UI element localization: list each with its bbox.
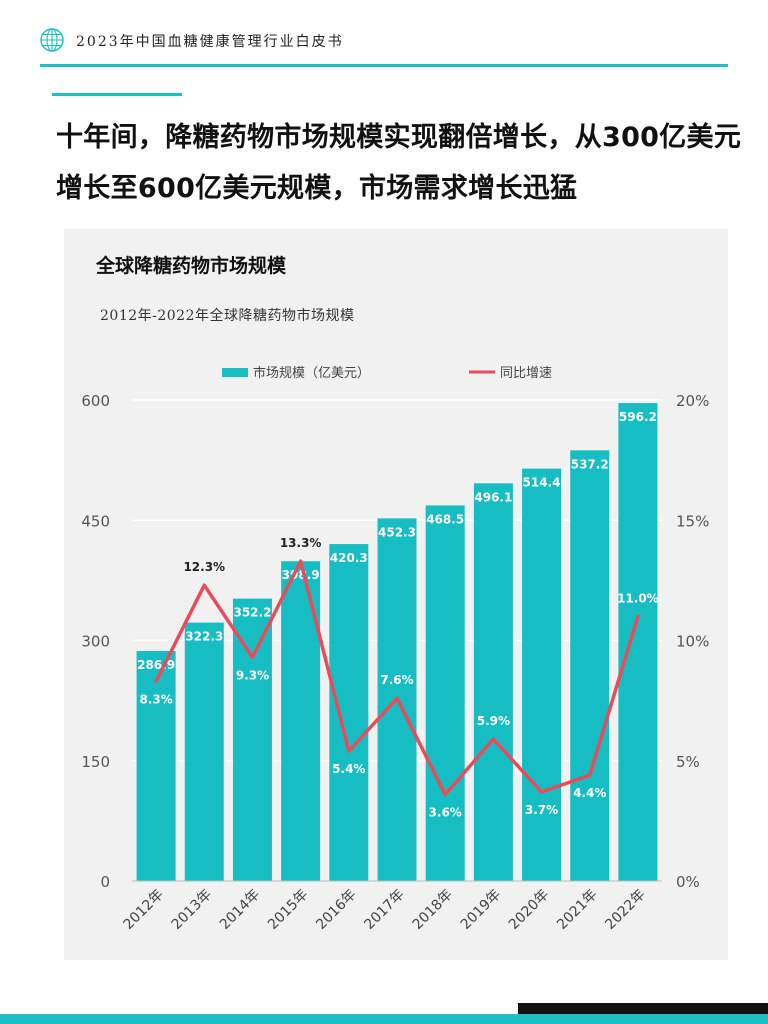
growth-rate-label: 8.3% (139, 692, 172, 706)
chart-title: 全球降糖药物市场规模 (96, 255, 287, 277)
bar-value-label: 514.4 (523, 476, 561, 490)
bar-value-label: 452.3 (378, 525, 416, 539)
y-left-tick-label: 450 (81, 512, 110, 530)
growth-rate-label: 13.3% (280, 536, 322, 550)
bar-value-label: 537.2 (571, 457, 609, 471)
growth-rate-label: 3.6% (429, 805, 462, 819)
bar (232, 598, 272, 881)
bar-value-label: 352.2 (233, 606, 271, 620)
legend-bar-label: 市场规模（亿美元） (253, 365, 370, 381)
growth-rate-line (154, 559, 640, 797)
y-right-tick-label: 10% (676, 633, 709, 651)
x-tick-label: 2020年 (506, 887, 552, 933)
bar-value-label: 420.3 (330, 551, 368, 565)
x-tick-label: 2016年 (313, 887, 359, 933)
x-tick-label: 2022年 (602, 887, 648, 933)
report-title: 2023年中国血糖健康管理行业白皮书 (76, 34, 344, 50)
growth-rate-label: 5.4% (332, 762, 365, 776)
growth-rate-label: 4.4% (573, 786, 606, 800)
growth-rate-label: 7.6% (380, 673, 413, 687)
growth-rate-label: 9.3% (236, 668, 269, 682)
bar (618, 403, 658, 881)
footer-bar-dark (518, 1003, 768, 1014)
bar (425, 505, 465, 881)
accent-line (52, 93, 182, 96)
bar-value-label: 468.5 (426, 512, 464, 526)
y-right-tick-label: 0% (676, 873, 700, 891)
x-tick-label: 2019年 (458, 887, 504, 933)
bar-value-label: 596.2 (619, 410, 657, 424)
chart-subtitle: 2012年-2022年全球降糖药物市场规模 (100, 308, 355, 324)
bar (570, 450, 610, 881)
bar (329, 544, 369, 881)
y-left-tick-label: 300 (81, 633, 110, 651)
y-right-tick-label: 15% (676, 512, 709, 530)
x-tick-label: 2018年 (410, 887, 456, 933)
bar-value-label: 496.1 (474, 490, 512, 504)
y-right-tick-label: 20% (676, 392, 709, 410)
legend-bar-swatch (222, 368, 248, 377)
page-headline: 十年间，降糖药物市场规模实现翻倍增长，从300亿美元增长至600亿美元规模，市场… (56, 122, 742, 204)
page-header: 2023年中国血糖健康管理行业白皮书 (40, 26, 728, 67)
bar (473, 483, 513, 881)
footer-bar-accent (0, 1014, 768, 1024)
bar-value-label: 322.3 (185, 630, 223, 644)
growth-rate-label: 3.7% (525, 803, 558, 817)
x-tick-label: 2021年 (554, 887, 600, 933)
growth-rate-label: 11.0% (617, 591, 659, 605)
y-left-tick-label: 0 (100, 873, 110, 891)
x-tick-label: 2013年 (169, 887, 215, 933)
bar (522, 468, 562, 881)
bar-value-label: 398.9 (282, 568, 320, 582)
bar (136, 651, 176, 881)
y-left-tick-label: 600 (81, 392, 110, 410)
growth-rate-label: 12.3% (183, 560, 225, 574)
chart-panel: 全球降糖药物市场规模 2012年-2022年全球降糖药物市场规模 0 150 300… (64, 229, 728, 960)
x-tick-label: 2014年 (217, 887, 263, 933)
x-tick-label: 2015年 (265, 887, 311, 933)
bar (184, 622, 224, 881)
growth-rate-label: 5.9% (477, 714, 510, 728)
x-tick-label: 2012年 (121, 887, 167, 933)
bar-value-label: 286.9 (137, 658, 175, 672)
y-right-tick-label: 5% (676, 753, 700, 771)
x-tick-label: 2017年 (361, 887, 407, 933)
combo-chart: 0 150 300 450 600 0% 5% 10% 15% 20% 市场规模（亿美元） 同比增速 2… (81, 365, 709, 933)
y-left-tick-label: 150 (81, 753, 110, 771)
legend-line-label: 同比增速 (500, 366, 552, 381)
globe-logo-icon (40, 28, 64, 52)
